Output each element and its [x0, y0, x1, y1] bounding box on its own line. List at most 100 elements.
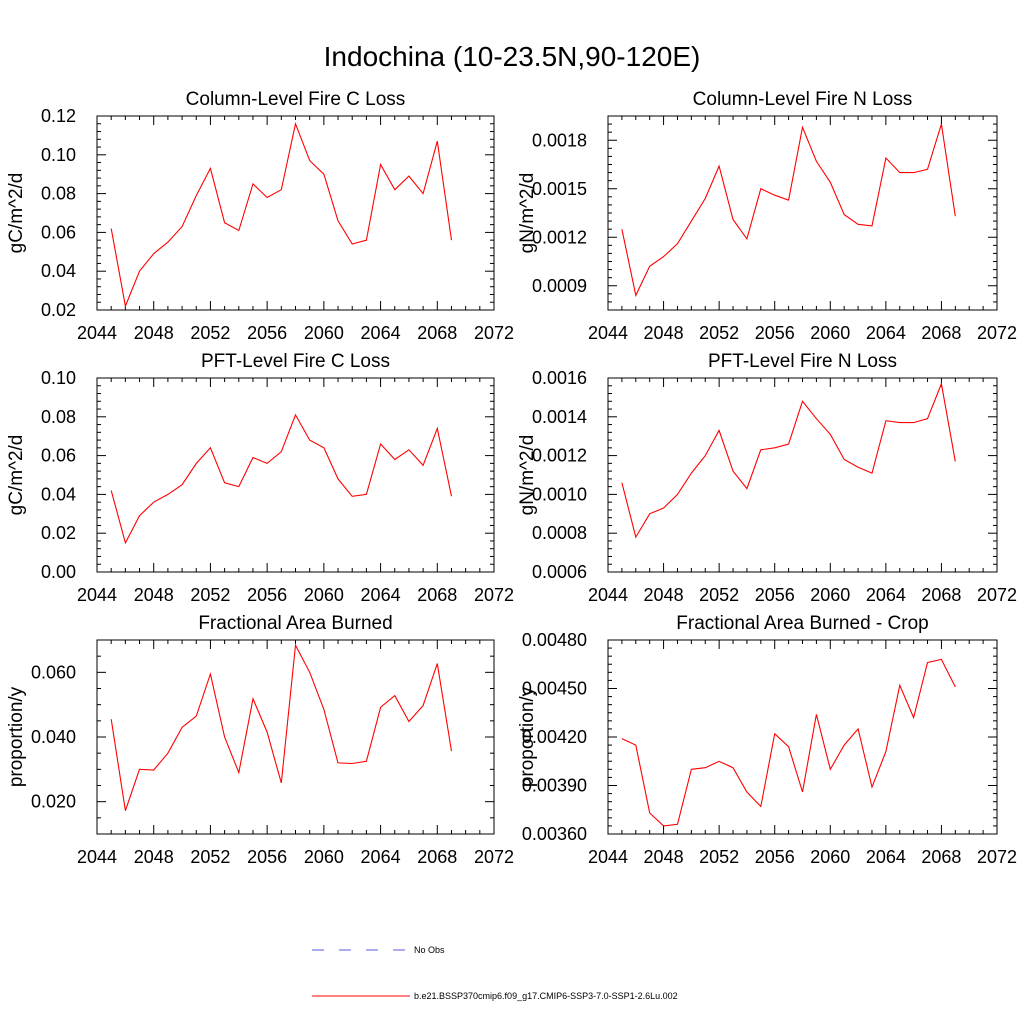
- x-tick-label: 2048: [134, 323, 174, 343]
- x-tick-label: 2068: [921, 847, 961, 867]
- chart-panel-6: Fractional Area Burned - Crop proportion/…: [517, 613, 1017, 867]
- series-line: [110, 121, 453, 309]
- x-tick-label: 2064: [866, 585, 906, 605]
- legend-label-no-obs: No Obs: [414, 945, 445, 955]
- y-tick-label: 0.02: [41, 523, 76, 543]
- y-tick-label: 0.00450: [522, 679, 587, 699]
- x-tick-label: 2044: [588, 585, 628, 605]
- x-tick-label: 2044: [588, 847, 628, 867]
- y-tick-label: 0.00480: [522, 630, 587, 650]
- y-tick-label: 0.00: [41, 562, 76, 582]
- series-line: [621, 658, 956, 827]
- y-tick-label: 0.0012: [532, 227, 587, 247]
- x-tick-label: 2052: [190, 585, 230, 605]
- panel-title: Fractional Area Burned: [198, 613, 392, 634]
- x-tick-label: 2072: [474, 847, 514, 867]
- chart-panel-3: PFT-Level Fire C Loss gC/m^2/d 2044 2048 205…: [6, 351, 514, 605]
- y-tick-label: 0.0010: [532, 484, 587, 504]
- chart-panel-4: PFT-Level Fire N Loss gN/m^2/d 2044 2048 205…: [517, 351, 1017, 605]
- x-tick-label: 2064: [361, 585, 401, 605]
- y-tick-label: 0.04: [41, 261, 76, 281]
- y-axis-label: gN/m^2/d: [517, 173, 538, 254]
- y-tick-label: 0.0016: [532, 368, 587, 388]
- y-tick-label: 0.0012: [532, 446, 587, 466]
- y-tick-label: 0.060: [31, 662, 76, 682]
- y-tick-label: 0.06: [41, 446, 76, 466]
- x-tick-label: 2072: [977, 585, 1017, 605]
- y-tick-label: 0.0015: [532, 179, 587, 199]
- panel-title: Column-Level Fire C Loss: [186, 89, 406, 110]
- x-tick-label: 2068: [417, 323, 457, 343]
- y-tick-label: 0.0018: [532, 130, 587, 150]
- y-axis-label: gC/m^2/d: [6, 435, 27, 516]
- x-tick-label: 2052: [699, 585, 739, 605]
- y-tick-label: 0.020: [31, 792, 76, 812]
- x-tick-label: 2072: [474, 323, 514, 343]
- x-tick-label: 2060: [810, 847, 850, 867]
- x-tick-label: 2056: [755, 323, 795, 343]
- x-tick-label: 2056: [247, 585, 287, 605]
- x-tick-label: 2048: [134, 585, 174, 605]
- x-tick-label: 2048: [644, 323, 684, 343]
- x-tick-label: 2044: [77, 323, 117, 343]
- x-tick-label: 2060: [304, 585, 344, 605]
- x-tick-label: 2056: [755, 847, 795, 867]
- x-tick-label: 2068: [417, 585, 457, 605]
- figure-title: Indochina (10-23.5N,90-120E): [324, 41, 701, 72]
- x-tick-label: 2060: [810, 585, 850, 605]
- x-tick-label: 2068: [417, 847, 457, 867]
- x-tick-label: 2052: [190, 323, 230, 343]
- panel-title: Column-Level Fire N Loss: [693, 89, 913, 110]
- chart-panels: Column-Level Fire C Loss gC/m^2/d 2044 2048…: [6, 89, 1017, 867]
- x-tick-label: 2044: [77, 585, 117, 605]
- x-tick-label: 2048: [644, 847, 684, 867]
- y-axis-label: proportion/y: [517, 686, 538, 787]
- y-tick-label: 0.0006: [532, 562, 587, 582]
- y-tick-label: 0.08: [41, 407, 76, 427]
- x-tick-label: 2064: [866, 323, 906, 343]
- y-tick-label: 0.0014: [532, 407, 587, 427]
- x-tick-label: 2052: [699, 847, 739, 867]
- y-tick-label: 0.00390: [522, 776, 587, 796]
- x-tick-label: 2064: [361, 323, 401, 343]
- x-tick-label: 2060: [304, 847, 344, 867]
- y-tick-label: 0.0009: [532, 276, 587, 296]
- y-tick-label: 0.10: [41, 145, 76, 165]
- y-tick-label: 0.12: [41, 106, 76, 126]
- x-tick-label: 2072: [474, 585, 514, 605]
- y-tick-label: 0.0008: [532, 523, 587, 543]
- x-tick-label: 2064: [866, 847, 906, 867]
- series-line: [110, 643, 453, 811]
- series-line: [621, 123, 956, 298]
- x-tick-label: 2056: [755, 585, 795, 605]
- chart-panel-5: Fractional Area Burned proportion/y 2044 20…: [6, 613, 514, 867]
- x-tick-label: 2048: [134, 847, 174, 867]
- series-line: [621, 381, 956, 539]
- y-axis-label: gN/m^2/d: [517, 435, 538, 516]
- chart-panel-2: Column-Level Fire N Loss gN/m^2/d 2044 2048…: [517, 89, 1017, 343]
- x-tick-label: 2052: [699, 323, 739, 343]
- y-tick-label: 0.040: [31, 727, 76, 747]
- x-tick-label: 2052: [190, 847, 230, 867]
- x-tick-label: 2048: [644, 585, 684, 605]
- x-tick-label: 2056: [247, 323, 287, 343]
- x-tick-label: 2060: [304, 323, 344, 343]
- x-tick-label: 2072: [977, 847, 1017, 867]
- y-tick-label: 0.00420: [522, 727, 587, 747]
- y-tick-label: 0.04: [41, 484, 76, 504]
- legend: No Obs b.e21.BSSP370cmip6.f09_g17.CMIP6-…: [312, 945, 678, 1001]
- legend-label-model: b.e21.BSSP370cmip6.f09_g17.CMIP6-SSP3-7.…: [414, 991, 678, 1001]
- series-line: [110, 413, 453, 545]
- x-tick-label: 2068: [921, 323, 961, 343]
- y-tick-label: 0.08: [41, 184, 76, 204]
- y-tick-label: 0.02: [41, 300, 76, 320]
- x-tick-label: 2072: [977, 323, 1017, 343]
- y-axis-label: gC/m^2/d: [6, 173, 27, 254]
- x-tick-label: 2044: [588, 323, 628, 343]
- y-axis-label: proportion/y: [6, 686, 27, 787]
- x-tick-label: 2060: [810, 323, 850, 343]
- panel-title: PFT-Level Fire C Loss: [201, 351, 390, 372]
- y-tick-label: 0.00360: [522, 824, 587, 844]
